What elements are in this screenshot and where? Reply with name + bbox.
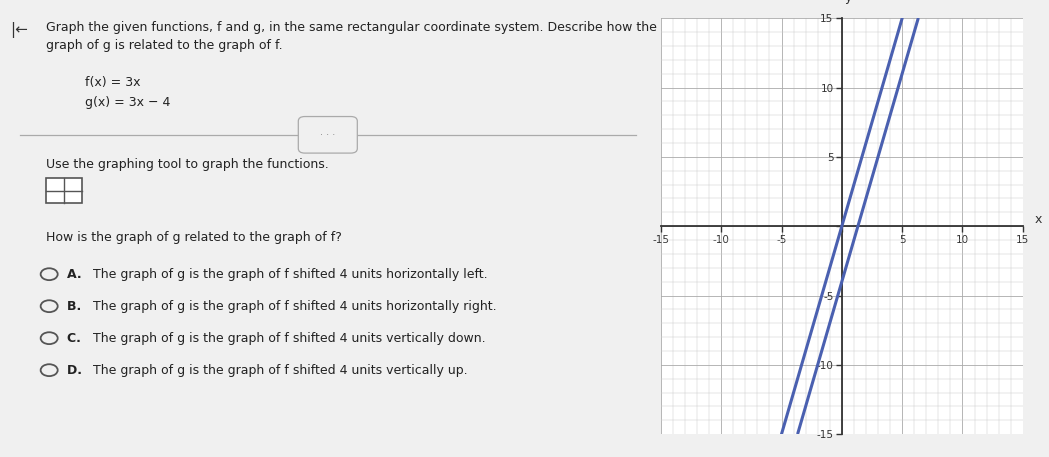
Text: Graph the given functions, f and g, in the same rectangular coordinate system. D: Graph the given functions, f and g, in t… — [46, 21, 657, 34]
Text: The graph of g is the graph of f shifted 4 units horizontally left.: The graph of g is the graph of f shifted… — [88, 268, 487, 281]
Text: Use the graphing tool to graph the functions.: Use the graphing tool to graph the funct… — [46, 158, 328, 171]
FancyBboxPatch shape — [46, 178, 82, 203]
Text: y: y — [844, 0, 852, 5]
Text: B.: B. — [67, 300, 86, 313]
Text: How is the graph of g related to the graph of f?: How is the graph of g related to the gra… — [46, 231, 342, 244]
Text: The graph of g is the graph of f shifted 4 units horizontally right.: The graph of g is the graph of f shifted… — [88, 300, 496, 313]
Text: |←: |← — [9, 21, 27, 38]
Text: graph of g is related to the graph of f.: graph of g is related to the graph of f. — [46, 39, 282, 52]
Text: D.: D. — [67, 364, 86, 377]
FancyBboxPatch shape — [298, 117, 358, 153]
Text: The graph of g is the graph of f shifted 4 units vertically down.: The graph of g is the graph of f shifted… — [88, 332, 485, 345]
Text: C.: C. — [67, 332, 85, 345]
Text: · · ·: · · · — [320, 130, 336, 140]
Text: f(x) = 3x: f(x) = 3x — [85, 76, 141, 89]
Text: A.: A. — [67, 268, 86, 281]
Text: g(x) = 3x − 4: g(x) = 3x − 4 — [85, 96, 171, 109]
Text: The graph of g is the graph of f shifted 4 units vertically up.: The graph of g is the graph of f shifted… — [88, 364, 467, 377]
Text: x: x — [1034, 213, 1043, 226]
